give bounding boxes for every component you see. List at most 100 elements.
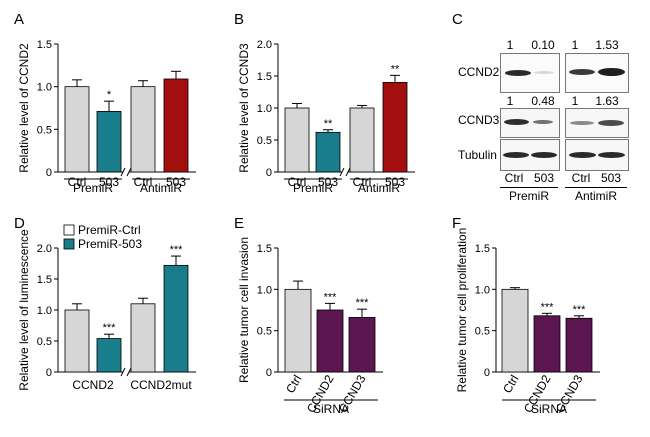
chart-e-group-label: SiRNA — [313, 402, 349, 416]
chart-b-bar — [284, 107, 310, 173]
blot-quant-ccnd2-3: 1 — [571, 38, 579, 52]
blot-quant-ccnd3-2: 0.48 — [531, 94, 555, 108]
chart-e-bar — [316, 309, 344, 373]
band — [598, 152, 625, 158]
chart-d-bar — [96, 338, 122, 373]
blot-ccnd2-antimir — [565, 53, 629, 93]
chart-d-legend-label: PremiR-Ctrl — [78, 223, 141, 237]
blot-tubulin-premir — [500, 139, 560, 171]
chart-d-axis-break — [126, 367, 132, 377]
blot-quant-ccnd2-4: 1.53 — [595, 38, 619, 52]
band — [570, 121, 594, 125]
chart-d-bar — [130, 303, 156, 373]
chart-b-group-label: PremiR — [293, 181, 333, 195]
chart-a-bar — [163, 78, 189, 173]
chart-d-legend-swatch — [63, 238, 75, 250]
chart-f-bar — [501, 288, 529, 373]
chart-e-significance: *** — [324, 291, 338, 303]
chart-b-y-tick-label: 0 — [266, 167, 272, 179]
chart-e-y-tick-label: 0.5 — [257, 326, 272, 338]
chart-a-group-label: PremiR — [73, 181, 113, 195]
chart-a-y-tick-label: 0.5 — [37, 124, 52, 136]
band — [531, 152, 557, 158]
blot-group-line-premir — [500, 187, 558, 188]
blot-ccnd3-antimir — [565, 108, 629, 138]
chart-d-group-label: CCND2 — [72, 378, 114, 392]
blot-ccnd2-premir — [500, 53, 560, 93]
panel-label-f: F — [452, 215, 461, 232]
chart-d-y-tick-label: 0 — [46, 367, 52, 379]
blot-quant-ccnd3-4: 1.63 — [595, 94, 619, 108]
band — [533, 120, 553, 124]
panel-label-a: A — [14, 11, 24, 28]
chart-e-significance: *** — [356, 297, 370, 309]
band — [504, 119, 529, 125]
chart-a-bar — [130, 86, 156, 173]
chart-d-bar — [163, 264, 189, 373]
chart-a-y-label: Relative level of CCND2 — [17, 43, 31, 173]
chart-f-significance: *** — [573, 304, 587, 316]
blot-quant-ccnd2-2: 0.10 — [531, 38, 555, 52]
blot-quant-ccnd3-3: 1 — [571, 94, 579, 108]
chart-b-bar — [349, 107, 375, 173]
blot-lane-label-4: 503 — [600, 171, 622, 185]
blot-tubulin-antimir — [565, 139, 629, 171]
chart-d-y-tick-label: 0.5 — [37, 336, 52, 348]
chart-e-y-tick-label: 1.0 — [257, 284, 272, 296]
chart-e-x-tick-label: Ctrl — [283, 373, 304, 396]
blot-group-label-antimir: AntimiR — [574, 189, 617, 203]
chart-b-y-tick-label: 1.0 — [257, 103, 272, 115]
band — [534, 71, 554, 74]
chart-b-y-label: Relative level of CCND3 — [237, 43, 251, 173]
blot-lane-label-3: Ctrl — [571, 171, 591, 185]
band — [569, 69, 595, 75]
blot-lane-label-2: 503 — [533, 171, 555, 185]
chart-a-y-tick-label: 1.0 — [37, 82, 52, 94]
chart-d-y-tick-label: 2.0 — [37, 243, 52, 255]
band — [505, 70, 531, 76]
chart-f-bar — [533, 315, 561, 373]
chart-d-group-label: CCND2mut — [130, 378, 192, 392]
blot-row-label-tubulin: Tubulin — [458, 148, 497, 162]
band — [598, 120, 624, 126]
chart-b-axis-break — [345, 167, 351, 177]
chart-f-y-tick-label: 0 — [484, 367, 490, 379]
chart-d-significance: *** — [170, 244, 184, 256]
chart-d-significance: *** — [103, 322, 117, 334]
band — [503, 152, 529, 158]
chart-a-bar — [64, 86, 90, 173]
panel-label-e: E — [234, 215, 244, 232]
chart-e-y-label: Relative tumor cell invasion — [237, 237, 251, 383]
panel-label-c: C — [452, 11, 463, 28]
chart-f-significance: *** — [541, 301, 555, 313]
chart-d-axis-break — [120, 367, 126, 377]
blot-row-label-ccnd3: CCND3 — [458, 113, 500, 127]
chart-a-axis-break — [126, 167, 132, 177]
chart-f-x-tick-label: Ctrl — [500, 373, 521, 396]
chart-e-y-tick-label: 1.5 — [257, 243, 272, 255]
blot-quant-ccnd2-1: 1 — [506, 38, 514, 52]
band — [569, 152, 596, 158]
chart-a-significance: * — [107, 89, 112, 101]
blot-group-line-antimir — [565, 187, 627, 188]
chart-a-y-tick-label: 1.5 — [37, 39, 52, 51]
chart-b-significance: ** — [324, 118, 333, 130]
chart-d-legend-label: PremiR-503 — [78, 237, 142, 251]
chart-f-group-label: SiRNA — [531, 402, 567, 416]
chart-b-bar — [382, 82, 408, 173]
chart-e-bar — [284, 288, 312, 373]
chart-b-y-tick-label: 1.5 — [257, 71, 272, 83]
chart-d-y-tick-label: 1.0 — [37, 305, 52, 317]
blot-ccnd3-premir — [500, 108, 560, 138]
chart-f-y-tick-label: 0.5 — [475, 326, 490, 338]
chart-d-bar — [64, 309, 90, 373]
panel-label-d: D — [14, 215, 25, 232]
chart-f-y-label: Relative tumor cell proliferation — [455, 228, 469, 393]
chart-a-axis-break — [120, 167, 126, 177]
blot-row-label-ccnd2: CCND2 — [458, 65, 500, 79]
blot-quant-ccnd3-1: 1 — [506, 94, 514, 108]
chart-d-y-tick-label: 1.5 — [37, 274, 52, 286]
chart-a-y-tick-label: 0 — [46, 167, 52, 179]
chart-b-axis-break — [339, 167, 345, 177]
